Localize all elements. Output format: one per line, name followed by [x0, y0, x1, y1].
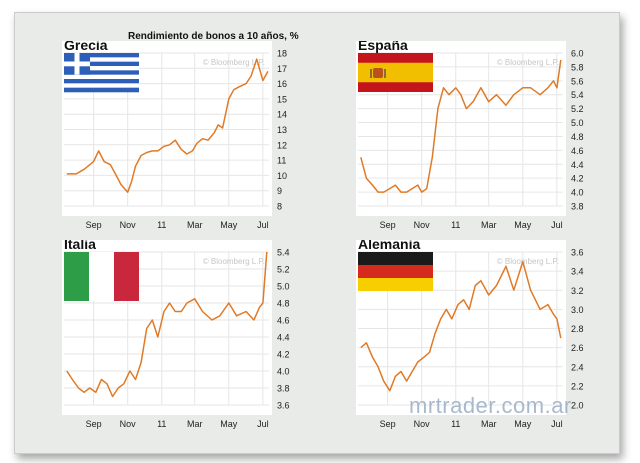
series-line — [66, 251, 268, 398]
y-tick-label: 2.0 — [571, 401, 584, 411]
x-tick-label: Sep — [380, 419, 396, 429]
x-tick-label: Mar — [481, 220, 497, 230]
y-tick-label: 2.2 — [571, 381, 584, 391]
y-tick-label: 4.4 — [571, 160, 584, 170]
x-tick-label: Jul — [551, 419, 563, 429]
y-tick-label: 12 — [277, 140, 287, 150]
y-tick-label: 4.2 — [277, 350, 290, 360]
y-tick-label: 5.0 — [277, 282, 290, 292]
chart-alemania: © Bloomberg L.P. 2.0 2.2 2.4 2.6 2.8 3.0 3.2 3.4… — [356, 240, 584, 429]
y-tick-label: 5.2 — [277, 265, 290, 275]
y-tick-label: 3.8 — [571, 202, 584, 212]
watermark: mrtrader.com.ar — [409, 393, 572, 418]
y-tick-label: 10 — [277, 171, 287, 181]
y-tick-label: 4.8 — [277, 299, 290, 309]
greece-flag — [64, 53, 139, 93]
y-tick-label: 3.8 — [277, 384, 290, 394]
y-tick-label: 18 — [277, 49, 287, 59]
x-tick-label: May — [514, 220, 532, 230]
y-tick-label: 4.0 — [277, 367, 290, 377]
x-tick-label: May — [220, 419, 238, 429]
y-tick-label: 2.6 — [571, 343, 584, 353]
x-tick-label: Sep — [380, 220, 396, 230]
x-tick-label: Mar — [481, 419, 497, 429]
y-tick-label: 4.4 — [277, 333, 290, 343]
x-tick-label: 11 — [451, 220, 460, 230]
y-tick-label: 11 — [277, 156, 286, 166]
x-tick-label: Nov — [414, 419, 431, 429]
y-tick-label: 17 — [277, 64, 287, 74]
y-tick-label: 4.8 — [571, 132, 584, 142]
y-tick-label: 3.0 — [571, 305, 584, 315]
y-tick-label: 2.8 — [571, 324, 584, 334]
x-tick-label: 11 — [157, 220, 166, 230]
y-tick-label: 13 — [277, 125, 287, 135]
y-tick-label: 4.2 — [571, 174, 584, 184]
x-tick-label: Jul — [257, 220, 269, 230]
y-tick-label: 4.6 — [277, 316, 290, 326]
y-tick-label: 8 — [277, 202, 282, 212]
germany-flag — [358, 252, 433, 291]
x-tick-label: Mar — [187, 419, 203, 429]
x-tick-label: Mar — [187, 220, 203, 230]
y-tick-label: 16 — [277, 79, 287, 89]
y-tick-label: 9 — [277, 186, 282, 196]
x-tick-label: 11 — [157, 419, 166, 429]
y-tick-label: 2.4 — [571, 362, 584, 372]
x-tick-label: Sep — [86, 220, 102, 230]
y-tick-label: 5.0 — [571, 118, 584, 128]
y-tick-label: 5.4 — [571, 90, 584, 100]
y-tick-label: 4.6 — [571, 146, 584, 156]
x-tick-label: Nov — [120, 220, 137, 230]
main-title: Rendimiento de bonos a 10 años, % — [128, 31, 299, 42]
x-tick-label: Sep — [86, 419, 102, 429]
chart-title: Grecia — [64, 41, 108, 53]
spain-flag — [358, 53, 433, 92]
y-tick-label: 5.8 — [571, 62, 584, 72]
y-tick-label: 3.6 — [571, 248, 584, 258]
series-line — [360, 59, 562, 193]
y-tick-label: 14 — [277, 110, 287, 120]
x-tick-label: Nov — [120, 419, 137, 429]
source-label: © Bloomberg L.P. — [497, 257, 559, 266]
series-line — [360, 260, 562, 392]
y-tick-label: 5.2 — [571, 104, 584, 114]
y-tick-label: 15 — [277, 94, 287, 104]
series-line — [66, 58, 269, 193]
x-tick-label: 11 — [451, 419, 460, 429]
x-tick-label: Jul — [257, 419, 269, 429]
italy-flag — [64, 252, 139, 301]
x-tick-label: Jul — [551, 220, 563, 230]
y-tick-label: 4.0 — [571, 188, 584, 198]
x-tick-label: Nov — [414, 220, 431, 230]
source-label: © Bloomberg L.P. — [203, 58, 265, 67]
source-label: © Bloomberg L.P. — [203, 257, 265, 266]
chart-title: Alemania — [358, 240, 420, 252]
chart-espana: © Bloomberg L.P. 3.8 4.0 4.2 4.4 4.6 4.8 5.0 5.2… — [356, 41, 584, 230]
chart-italia: © Bloomberg L.P. 3.6 3.8 4.0 4.2 4.4 4.6 4.8 5.0… — [62, 240, 290, 429]
y-tick-label: 3.2 — [571, 286, 584, 296]
source-label: © Bloomberg L.P. — [497, 58, 559, 67]
y-tick-label: 5.4 — [277, 248, 290, 258]
y-tick-label: 3.4 — [571, 267, 584, 277]
chart-title: Italia — [64, 240, 96, 252]
x-tick-label: May — [514, 419, 532, 429]
chart-title: España — [358, 41, 408, 53]
y-tick-label: 3.6 — [277, 401, 290, 411]
y-tick-label: 6.0 — [571, 49, 584, 59]
y-tick-label: 5.6 — [571, 76, 584, 86]
chart-grecia: © Bloomberg L.P. 8 9 10 11 12 13 14 15 16 17 18 Sep N… — [62, 41, 287, 230]
x-tick-label: May — [220, 220, 238, 230]
